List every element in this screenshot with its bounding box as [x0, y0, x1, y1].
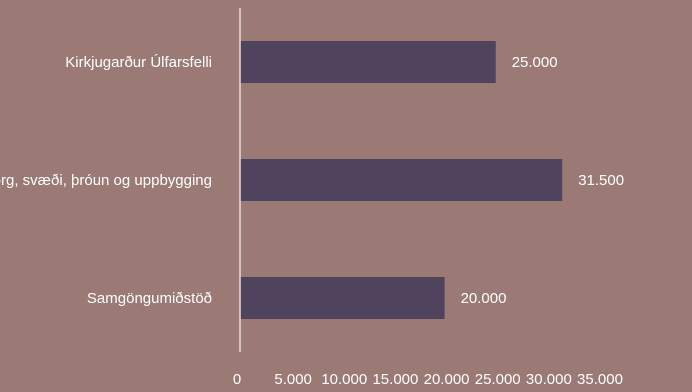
category-label: Kirkjugarður Úlfarsfelli — [65, 54, 212, 71]
category-labels: Kirkjugarður Úlfarsfelli Miðborg, svæði, … — [0, 54, 212, 307]
x-axis-tick-labels: 0 5.000 10.000 15.000 20.000 25.000 30.000 35.0… — [233, 371, 623, 388]
x-tick-label: 20.000 — [424, 371, 470, 388]
x-tick-label: 10.000 — [321, 371, 367, 388]
x-tick-label: 15.000 — [372, 371, 418, 388]
category-label: Miðborg, svæði, þróun og uppbygging — [0, 172, 212, 189]
x-tick-label: 0 — [233, 371, 241, 388]
category-label: Samgöngumiðstöð — [87, 290, 212, 307]
data-labels: 25.000 31.500 20.000 — [461, 54, 625, 307]
data-label: 31.500 — [578, 172, 624, 189]
x-tick-label: 30.000 — [526, 371, 572, 388]
x-tick-label: 35.000 — [577, 371, 623, 388]
x-tick-label: 25.000 — [475, 371, 521, 388]
bar — [240, 277, 445, 319]
bars-group — [240, 41, 563, 319]
bar — [240, 159, 563, 201]
data-label: 20.000 — [461, 290, 507, 307]
bar — [240, 41, 496, 83]
x-tick-label: 5.000 — [274, 371, 312, 388]
data-label: 25.000 — [512, 54, 558, 71]
